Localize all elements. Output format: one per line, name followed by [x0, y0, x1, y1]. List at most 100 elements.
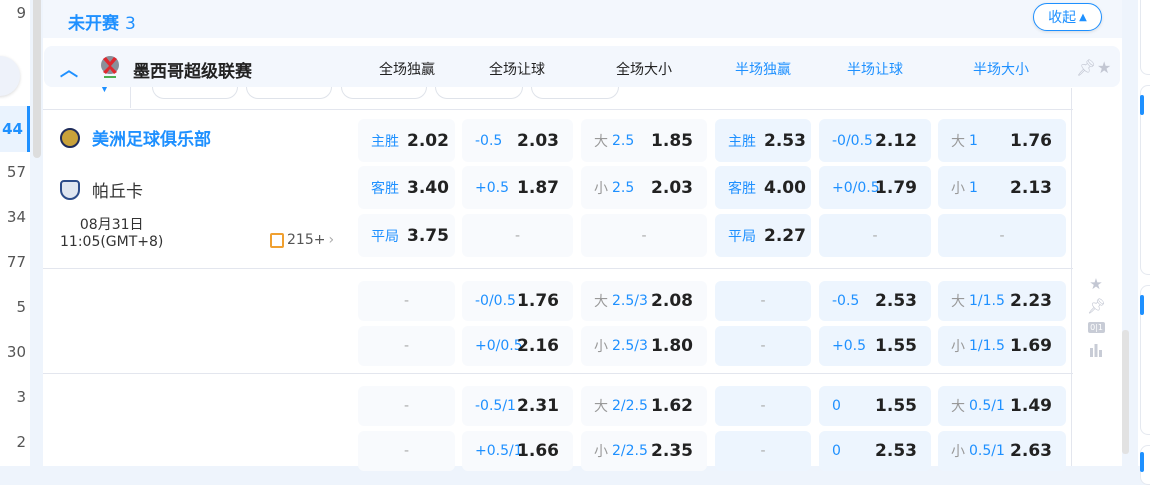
- odds-cell[interactable]: +0/0.5 2.16: [462, 326, 573, 366]
- stats-chart-icon[interactable]: [1089, 343, 1103, 357]
- odds-value: 1.85: [651, 130, 693, 151]
- handicap-line: -0.5: [832, 293, 860, 309]
- nav-count[interactable]: 5: [16, 298, 26, 316]
- odds-cell[interactable]: 客胜 3.40: [358, 166, 455, 209]
- handicap-line: 2.5: [612, 132, 635, 149]
- col-header-ht-total: 半场大小: [973, 62, 1029, 78]
- odds-cell[interactable]: -0/0.5 1.76: [462, 281, 573, 321]
- handicap-line: 0.5/1: [969, 443, 1005, 459]
- odds-cell[interactable]: 大 0.5/1 1.49: [938, 386, 1066, 426]
- odds-cell[interactable]: 大 2.5/3 2.08: [581, 281, 707, 321]
- odds-cell[interactable]: 客胜 4.00: [715, 166, 811, 209]
- odds-cell[interactable]: 小 2/2.5 2.35: [581, 431, 707, 471]
- nav-count[interactable]: 34: [6, 208, 26, 226]
- league-name[interactable]: 墨西哥超级联赛: [133, 62, 252, 82]
- odds-cell[interactable]: 大 2.5 1.85: [581, 119, 707, 162]
- empty-odds: -: [514, 227, 521, 244]
- away-team[interactable]: 帕丘卡: [60, 177, 143, 202]
- odds-value: 1.66: [517, 441, 559, 461]
- odds-cell: -: [715, 386, 811, 426]
- nav-bubble[interactable]: [0, 56, 20, 96]
- odds-value: 2.03: [517, 130, 559, 151]
- empty-odds: -: [760, 338, 766, 354]
- odds-value: 2.31: [517, 396, 559, 416]
- odds-cell[interactable]: -0.5/1 2.31: [462, 386, 573, 426]
- odds-cell[interactable]: +0.5 1.87: [462, 166, 573, 209]
- odds-cell[interactable]: -0/0.5 2.12: [819, 119, 931, 162]
- nav-count[interactable]: 9: [16, 4, 26, 22]
- league-header: [44, 46, 1120, 87]
- nav-count[interactable]: 77: [6, 253, 26, 271]
- odds-cell[interactable]: 小 1 2.13: [938, 166, 1066, 209]
- collapse-button[interactable]: 收起 ▲: [1033, 3, 1102, 31]
- match-datetime: 08月31日 11:05(GMT+8): [60, 217, 163, 251]
- odds-cell[interactable]: -0.5 2.03: [462, 119, 573, 162]
- nav-count[interactable]: 30: [6, 343, 26, 361]
- away-team-badge: [60, 179, 80, 200]
- home-team-name: 美洲足球俱乐部: [92, 130, 211, 150]
- odds-cell[interactable]: 主胜 2.53: [715, 119, 811, 162]
- nav-count[interactable]: 44: [0, 106, 30, 152]
- odds-cell[interactable]: 0 1.55: [819, 386, 931, 426]
- divider: [43, 373, 1073, 374]
- odds-cell[interactable]: 小 2.5/3 1.80: [581, 326, 707, 366]
- col-header-ht-handicap: 半场让球: [847, 62, 903, 78]
- odds-cell[interactable]: 小 2.5 2.03: [581, 166, 707, 209]
- nav-count[interactable]: 3: [16, 388, 26, 406]
- outcome-label: 主胜: [728, 133, 756, 150]
- odds-value: 2.12: [875, 130, 917, 151]
- col-header-ft-1x2: 全场独赢: [379, 62, 435, 78]
- home-team[interactable]: 美洲足球俱乐部: [60, 125, 211, 150]
- odds-cell: -: [581, 214, 707, 257]
- score-icon[interactable]: 0|1: [1088, 322, 1105, 333]
- handicap-line: 0: [832, 398, 841, 414]
- odds-value: 1.62: [651, 396, 693, 416]
- handicap-line: 2.5/3: [612, 293, 648, 309]
- odds-cell: -: [819, 214, 931, 257]
- odds-value: 2.23: [1010, 291, 1052, 311]
- scrollbar[interactable]: [1122, 330, 1129, 454]
- star-icon[interactable]: ★: [1089, 275, 1103, 293]
- away-team-name: 帕丘卡: [92, 182, 143, 202]
- over-under-label: 大: [594, 133, 608, 150]
- left-scrollbar[interactable]: [33, 0, 41, 158]
- odds-cell[interactable]: 大 1 1.76: [938, 119, 1066, 162]
- pin-icon[interactable]: 📌︎: [1076, 58, 1097, 77]
- more-markets-count: 215+: [287, 232, 326, 248]
- handicap-line: 1/1.5: [969, 338, 1005, 354]
- odds-cell[interactable]: 小 0.5/1 2.63: [938, 431, 1066, 471]
- odds-cell[interactable]: +0.5/1 1.66: [462, 431, 573, 471]
- nav-count[interactable]: 57: [6, 163, 26, 181]
- odds-value: 1.76: [517, 291, 559, 311]
- odds-cell[interactable]: 小 1/1.5 1.69: [938, 326, 1066, 366]
- odds-cell[interactable]: 平局 2.27: [715, 214, 811, 257]
- divider: [130, 86, 131, 108]
- more-markets-link[interactable]: 215+ ›: [270, 232, 334, 248]
- odds-cell: -: [715, 431, 811, 471]
- outcome-label: 平局: [371, 228, 399, 245]
- outcome-label: 主胜: [371, 133, 399, 150]
- odds-cell[interactable]: +0/0.5 1.79: [819, 166, 931, 209]
- odds-cell[interactable]: 大 1/1.5 2.23: [938, 281, 1066, 321]
- col-header-ft-total: 全场大小: [616, 62, 672, 78]
- odds-value: 2.13: [1010, 177, 1052, 198]
- nav-count[interactable]: 2: [16, 433, 26, 451]
- empty-odds: -: [403, 398, 410, 414]
- odds-value: 1.76: [1010, 130, 1052, 151]
- divider: [43, 109, 1073, 110]
- odds-value: 2.08: [651, 291, 693, 311]
- odds-value: 2.53: [875, 291, 917, 311]
- odds-value: 2.35: [651, 441, 693, 461]
- odds-cell[interactable]: 大 2/2.5 1.62: [581, 386, 707, 426]
- odds-cell[interactable]: 主胜 2.02: [358, 119, 455, 162]
- chevron-right-icon: ›: [328, 232, 335, 248]
- pin-icon[interactable]: 📌︎: [1087, 297, 1107, 315]
- odds-cell[interactable]: 0 2.53: [819, 431, 931, 471]
- odds-cell[interactable]: 平局 3.75: [358, 214, 455, 257]
- odds-cell[interactable]: -0.5 2.53: [819, 281, 931, 321]
- chevron-down-icon[interactable]: ▼: [101, 84, 108, 94]
- star-icon[interactable]: ★: [1097, 58, 1112, 77]
- odds-cell[interactable]: +0.5 1.55: [819, 326, 931, 366]
- chevron-up-icon[interactable]: ︿: [60, 60, 78, 81]
- odds-value: 3.75: [407, 225, 449, 246]
